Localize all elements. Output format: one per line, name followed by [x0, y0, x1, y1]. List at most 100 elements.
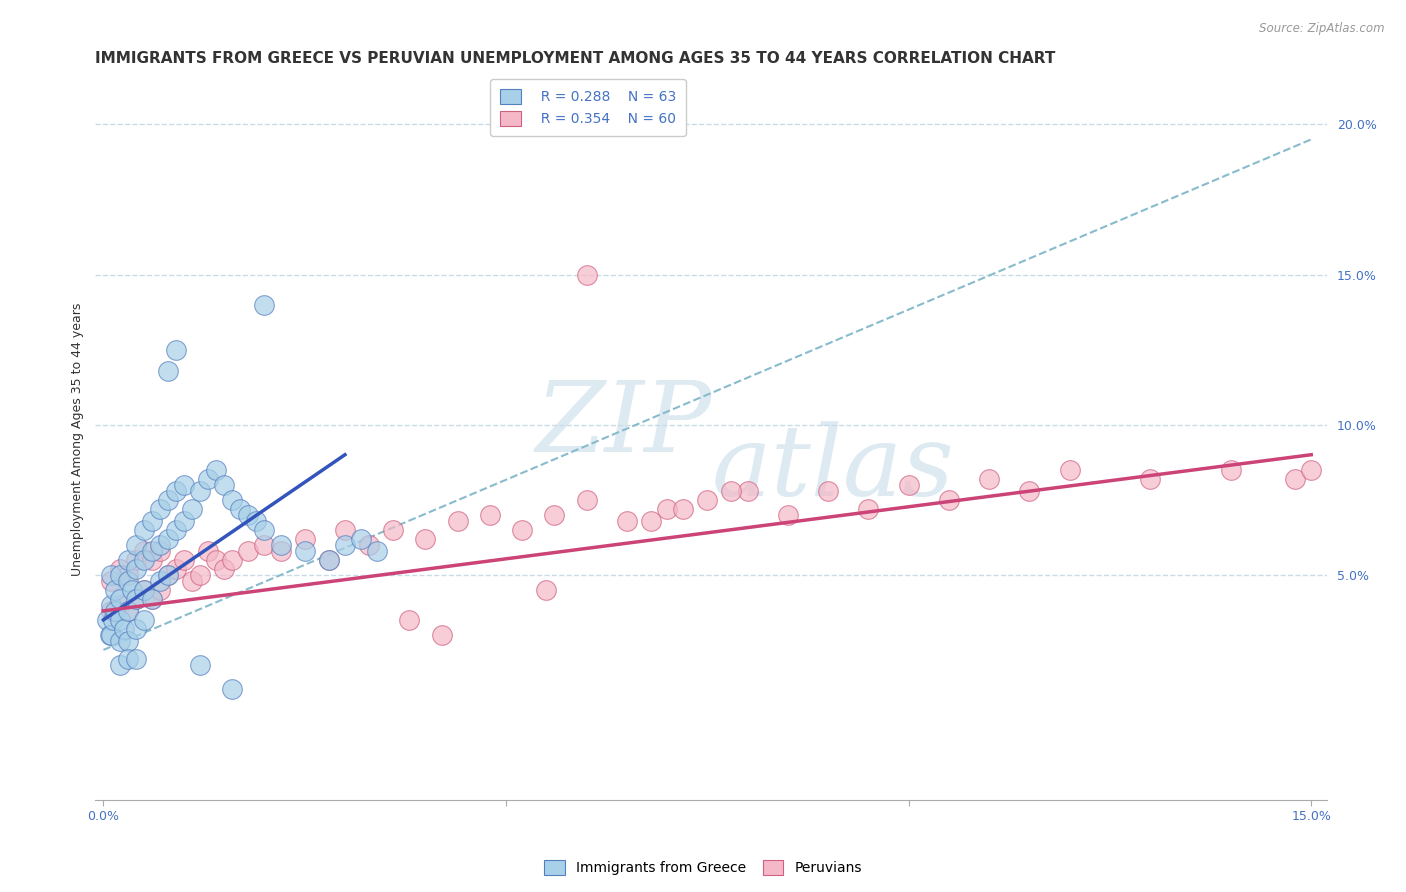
Point — [108, 634, 131, 648]
Point — [616, 514, 638, 528]
Point — [188, 483, 211, 498]
Point — [575, 268, 598, 282]
Point — [165, 523, 187, 537]
Point — [121, 582, 143, 597]
Point — [430, 628, 453, 642]
Point — [938, 492, 960, 507]
Point — [149, 582, 172, 597]
Point — [238, 508, 260, 522]
Point — [149, 538, 172, 552]
Point — [173, 553, 195, 567]
Point — [165, 343, 187, 357]
Point — [98, 628, 121, 642]
Point — [156, 492, 179, 507]
Point — [117, 604, 139, 618]
Point — [197, 544, 219, 558]
Point — [897, 477, 920, 491]
Point — [132, 553, 155, 567]
Point — [253, 523, 276, 537]
Point — [124, 622, 146, 636]
Point — [672, 501, 695, 516]
Point — [132, 582, 155, 597]
Point — [253, 538, 276, 552]
Point — [100, 598, 122, 612]
Point — [108, 567, 131, 582]
Point — [221, 492, 243, 507]
Point — [141, 544, 163, 558]
Point — [221, 553, 243, 567]
Point — [536, 582, 558, 597]
Point — [141, 591, 163, 606]
Point — [132, 613, 155, 627]
Point — [197, 472, 219, 486]
Point — [1059, 463, 1081, 477]
Point — [100, 604, 122, 618]
Point — [776, 508, 799, 522]
Point — [108, 598, 131, 612]
Point — [132, 582, 155, 597]
Point — [132, 523, 155, 537]
Point — [101, 613, 124, 627]
Point — [124, 538, 146, 552]
Legend:   R = 0.288    N = 63,   R = 0.354    N = 60: R = 0.288 N = 63, R = 0.354 N = 60 — [491, 79, 686, 136]
Point — [149, 501, 172, 516]
Point — [270, 544, 292, 558]
Point — [100, 574, 122, 588]
Point — [696, 492, 718, 507]
Point — [382, 523, 405, 537]
Point — [640, 514, 662, 528]
Point — [294, 544, 316, 558]
Point — [117, 652, 139, 666]
Point — [124, 652, 146, 666]
Point — [575, 492, 598, 507]
Point — [478, 508, 501, 522]
Point — [720, 483, 742, 498]
Point — [117, 553, 139, 567]
Point — [510, 523, 533, 537]
Point — [108, 591, 131, 606]
Point — [212, 477, 235, 491]
Point — [1284, 472, 1306, 486]
Point — [108, 613, 131, 627]
Point — [108, 657, 131, 672]
Point — [156, 532, 179, 546]
Point — [205, 463, 228, 477]
Point — [100, 628, 122, 642]
Legend: Immigrants from Greece, Peruvians: Immigrants from Greece, Peruvians — [538, 855, 868, 880]
Point — [117, 567, 139, 582]
Point — [359, 538, 381, 552]
Point — [817, 483, 839, 498]
Point — [238, 544, 260, 558]
Point — [221, 681, 243, 696]
Point — [188, 657, 211, 672]
Point — [1018, 483, 1040, 498]
Point — [104, 604, 127, 618]
Point — [149, 574, 172, 588]
Point — [253, 297, 276, 311]
Point — [124, 591, 146, 606]
Point — [1301, 463, 1323, 477]
Point — [294, 532, 316, 546]
Point — [205, 553, 228, 567]
Point — [333, 523, 356, 537]
Point — [149, 544, 172, 558]
Point — [318, 553, 340, 567]
Point — [415, 532, 437, 546]
Point — [104, 582, 127, 597]
Point — [181, 574, 204, 588]
Point — [141, 591, 163, 606]
Point — [156, 364, 179, 378]
Point — [737, 483, 759, 498]
Point — [141, 514, 163, 528]
Point — [117, 634, 139, 648]
Point — [173, 514, 195, 528]
Point — [124, 553, 146, 567]
Point — [270, 538, 292, 552]
Point — [173, 477, 195, 491]
Point — [447, 514, 470, 528]
Point — [318, 553, 340, 567]
Text: IMMIGRANTS FROM GREECE VS PERUVIAN UNEMPLOYMENT AMONG AGES 35 TO 44 YEARS CORREL: IMMIGRANTS FROM GREECE VS PERUVIAN UNEMP… — [96, 51, 1056, 66]
Point — [858, 501, 880, 516]
Point — [1219, 463, 1241, 477]
Point — [655, 501, 678, 516]
